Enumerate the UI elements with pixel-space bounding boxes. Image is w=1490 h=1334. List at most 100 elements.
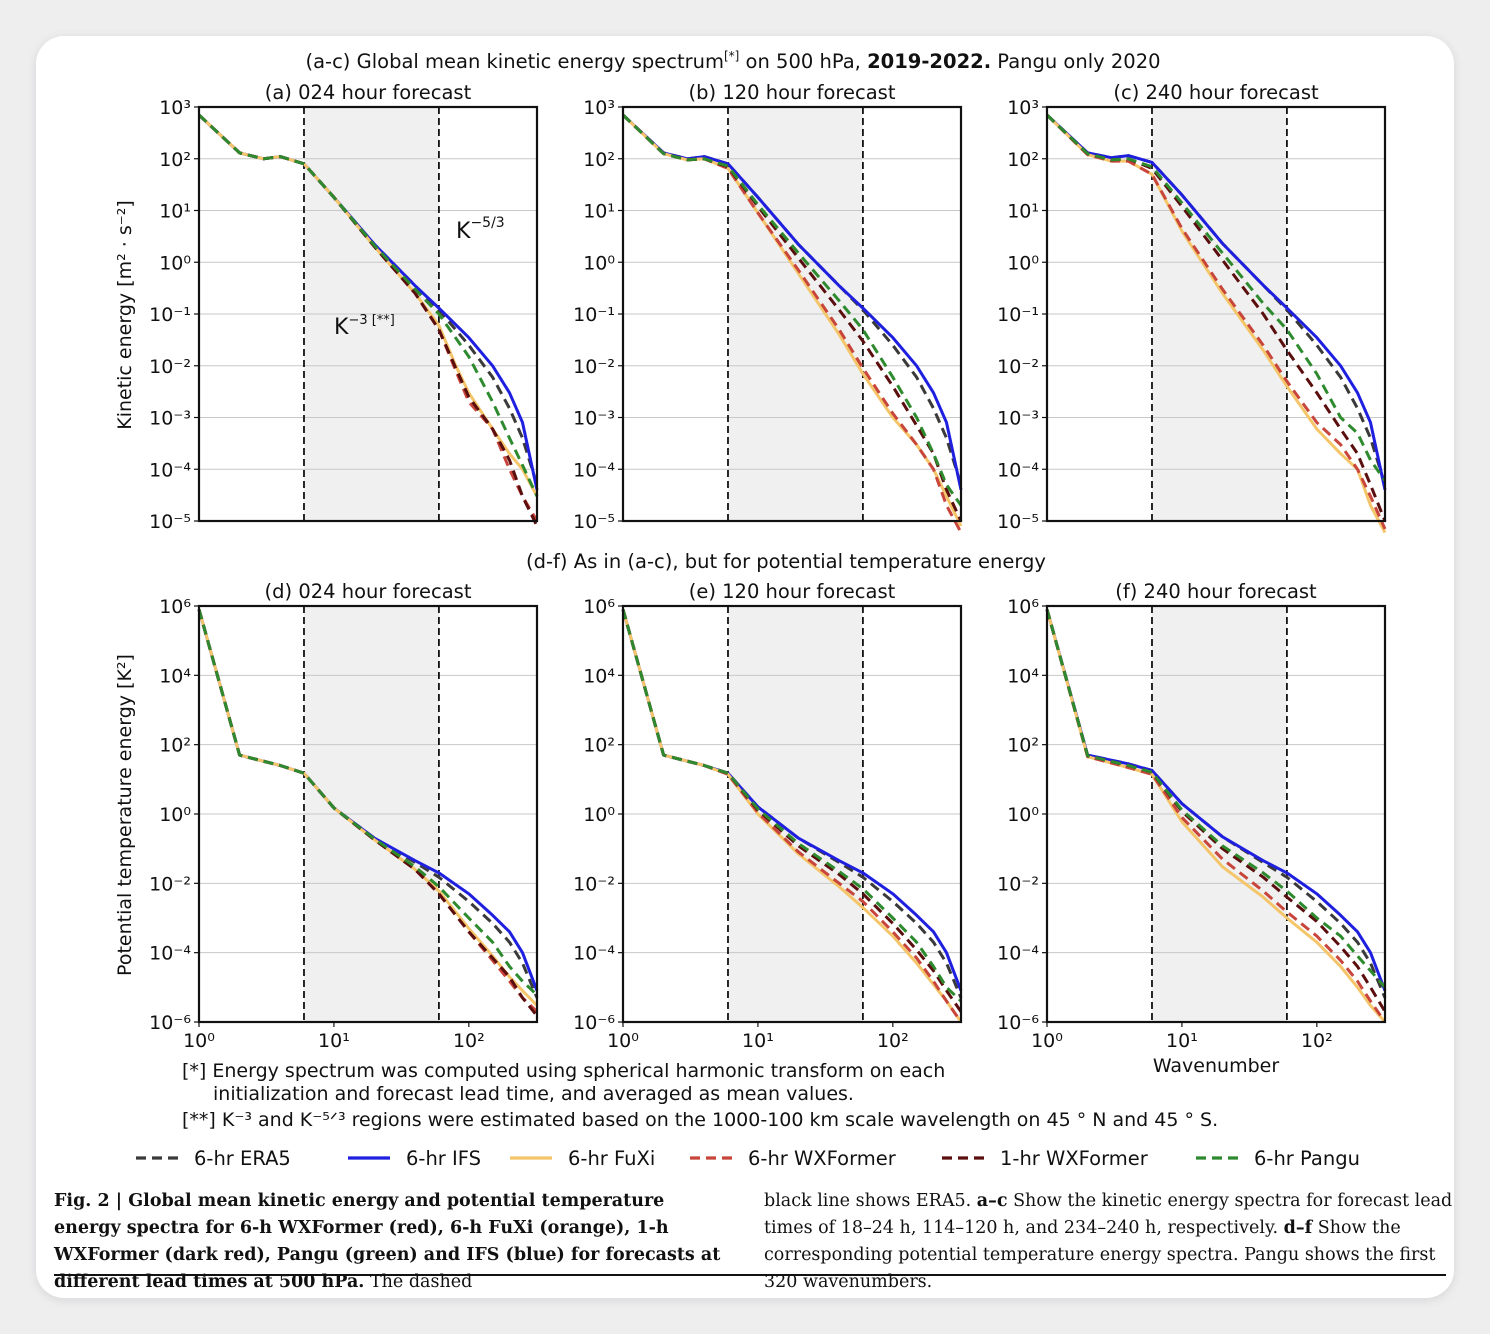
series-line-6-hr-pangu <box>621 113 963 507</box>
legend-label: 6-hr FuXi <box>568 1147 655 1170</box>
series-line-6-hr-pangu <box>621 608 963 1003</box>
caption-right-3: Show the corresponding potential tempera… <box>764 1218 1436 1292</box>
y-tick-label: 10⁻⁴ <box>149 459 191 481</box>
y-tick-label: 10² <box>583 149 615 171</box>
y-tick-label: 10⁻³ <box>573 408 615 430</box>
y-tick-label: 10⁻⁶ <box>573 1012 615 1034</box>
y-tick-label: 10⁴ <box>1007 665 1039 687</box>
y-tick-label: 10⁻² <box>997 873 1039 895</box>
panel-title-a: (a) 024 hour forecast <box>265 81 472 104</box>
y-tick-label: 10⁻² <box>997 356 1039 378</box>
x-tick-label: 10² <box>877 1030 909 1052</box>
series-line-6-hr-pangu <box>197 113 539 497</box>
panel-title-d: (d) 024 hour forecast <box>265 580 472 603</box>
title-top: (a-c) Global mean kinetic energy spectru… <box>305 49 1160 73</box>
x-tick-label: 10² <box>1301 1030 1333 1052</box>
series-line-6-hr-ifs <box>1045 113 1387 491</box>
y-tick-label: 10⁻² <box>149 873 191 895</box>
x-tick-label: 10⁰ <box>1031 1030 1063 1052</box>
y-tick-label: 10⁻⁴ <box>149 943 191 965</box>
x-tick-label: 10⁰ <box>607 1030 639 1052</box>
y-tick-label: 10⁻¹ <box>573 304 615 326</box>
plot-frame <box>1045 604 1387 1024</box>
panel-a: 10³ 10² 10¹ 10⁰ 10⁻¹ 10⁻² 10⁻³ 10⁻⁴ 10⁻⁵ (a) 024 … <box>149 81 539 533</box>
y-tick-label: 10⁴ <box>583 665 615 687</box>
ylabel-top: Kinetic energy [m² · s⁻²] <box>114 200 136 430</box>
series-line-6-hr-wxformer <box>1045 609 1387 1023</box>
y-tick-label: 10¹ <box>159 201 191 223</box>
y-tick-label: 10⁻¹ <box>149 304 191 326</box>
panel-b: 10³ 10² 10¹ 10⁰ 10⁻¹ 10⁻² 10⁻³ 10⁻⁴ 10⁻⁵ (b) 120 … <box>573 81 963 534</box>
y-tick-label: 10⁰ <box>583 252 615 274</box>
y-tick-label: 10⁻³ <box>149 408 191 430</box>
y-tick-label: 10⁶ <box>1007 596 1039 618</box>
caption-right-bold-1: a–c <box>976 1191 1008 1211</box>
caption-right-bold-2: d–f <box>1283 1218 1313 1238</box>
y-tick-label: 10⁰ <box>1007 252 1039 274</box>
plot-frame <box>1045 105 1387 523</box>
caption-left-bold: Fig. 2 | Global mean kinetic energy and … <box>54 1191 721 1292</box>
y-tick-label: 10⁶ <box>583 596 615 618</box>
caption-right: black line shows ERA5. a–c Show the kine… <box>764 1188 1454 1296</box>
caption-right-2: Show the kinetic energy spectra for fore… <box>764 1191 1453 1238</box>
x-tick-label: 10¹ <box>318 1030 350 1052</box>
y-tick-label: 10⁻⁴ <box>997 943 1039 965</box>
y-tick-label: 10⁻⁵ <box>149 511 191 533</box>
legend-label: 6-hr Pangu <box>1254 1147 1360 1170</box>
y-tick-label: 10⁰ <box>1007 804 1039 826</box>
y-tick-label: 10⁰ <box>159 252 191 274</box>
legend-item: 6-hr WXFormer <box>690 1147 897 1170</box>
xlabel: Wavenumber <box>1153 1055 1279 1077</box>
y-tick-label: 10¹ <box>1007 201 1039 223</box>
plot-frame <box>621 105 963 523</box>
y-tick-label: 10² <box>1007 735 1039 757</box>
series-line-6-hr-pangu <box>1045 608 1387 989</box>
x-tick-label: 10² <box>453 1030 485 1052</box>
y-tick-label: 10⁰ <box>583 804 615 826</box>
panel-c: 10³ 10² 10¹ 10⁰ 10⁻¹ 10⁻² 10⁻³ 10⁻⁴ 10⁻⁵ (c) 240 … <box>997 81 1387 534</box>
y-tick-label: 10⁻⁴ <box>573 459 615 481</box>
legend-item: 6-hr IFS <box>348 1147 481 1170</box>
footnote-3: [**] K⁻³ and K⁻⁵ᐟ³ regions were estimate… <box>182 1109 1218 1131</box>
annotation-k-5-3: K−5/3 <box>456 215 505 244</box>
y-tick-label: 10² <box>1007 149 1039 171</box>
y-tick-label: 10⁻⁶ <box>997 1012 1039 1034</box>
y-tick-label: 10⁻² <box>149 356 191 378</box>
series-line-6-hr-ifs <box>1045 608 1387 992</box>
y-tick-label: 10¹ <box>583 201 615 223</box>
legend-label: 6-hr IFS <box>406 1147 481 1170</box>
caption-left: Fig. 2 | Global mean kinetic energy and … <box>54 1188 734 1296</box>
y-tick-label: 10² <box>583 735 615 757</box>
x-tick-label: 10¹ <box>742 1030 774 1052</box>
caption-right-1: black line shows ERA5. <box>764 1191 977 1211</box>
y-tick-label: 10⁻⁵ <box>997 511 1039 533</box>
y-tick-label: 10⁴ <box>159 665 191 687</box>
y-tick-label: 10⁻⁶ <box>149 1012 191 1034</box>
y-tick-label: 10³ <box>1007 97 1039 119</box>
y-tick-label: 10⁻⁴ <box>573 943 615 965</box>
footnote-2: initialization and forecast lead time, a… <box>213 1083 854 1105</box>
y-tick-label: 10⁻³ <box>997 408 1039 430</box>
y-tick-label: 10⁻⁵ <box>573 511 615 533</box>
panels-group: 10³ 10² 10¹ 10⁰ 10⁻¹ 10⁻² 10⁻³ 10⁻⁴ 10⁻⁵ (a) 024 … <box>149 81 1387 1052</box>
annotation-k-3: K−3 [**] <box>334 313 395 340</box>
legend-label: 6-hr WXFormer <box>748 1147 897 1170</box>
y-tick-label: 10⁻¹ <box>997 304 1039 326</box>
x-tick-label: 10⁰ <box>183 1030 215 1052</box>
plot-frame <box>197 105 539 523</box>
y-tick-label: 10⁶ <box>159 596 191 618</box>
caption-rule <box>54 1274 1446 1276</box>
panel-title-b: (b) 120 hour forecast <box>689 81 896 104</box>
panel-title-f: (f) 240 hour forecast <box>1115 580 1317 603</box>
y-tick-label: 10⁰ <box>159 804 191 826</box>
plot-frame <box>197 604 539 1024</box>
plot-frame <box>621 604 963 1024</box>
y-tick-label: 10³ <box>583 97 615 119</box>
legend-item: 1-hr WXFormer <box>942 1147 1149 1170</box>
y-tick-label: 10² <box>159 735 191 757</box>
legend-label: 1-hr WXFormer <box>1000 1147 1149 1170</box>
